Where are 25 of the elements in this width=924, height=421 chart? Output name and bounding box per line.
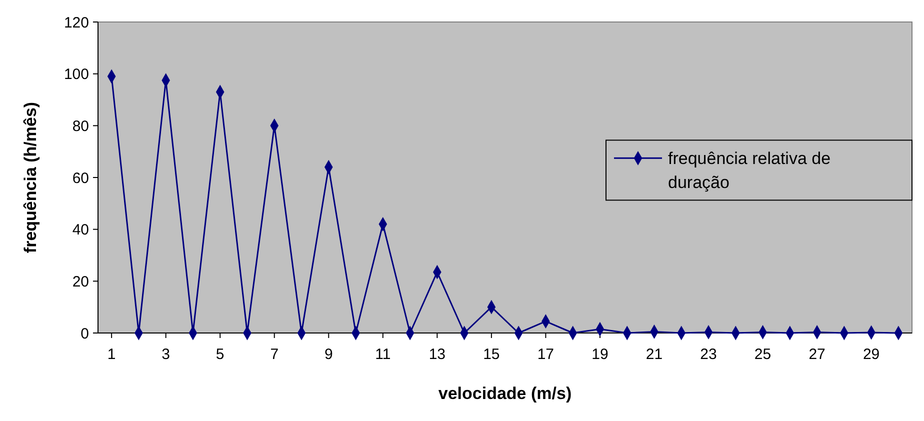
y-tick-label: 20 — [72, 273, 89, 290]
y-tick-label: 40 — [72, 222, 89, 239]
x-tick-label: 3 — [162, 346, 170, 363]
x-tick-label: 11 — [375, 346, 391, 363]
y-tick-label: 60 — [72, 170, 89, 187]
x-axis-title: velocidade (m/s) — [438, 384, 572, 403]
x-tick-label: 13 — [428, 346, 446, 363]
x-tick-label: 9 — [324, 346, 333, 363]
y-tick-label: 80 — [72, 118, 89, 135]
x-tick-label: 15 — [483, 346, 500, 363]
x-tick-label: 23 — [700, 346, 717, 363]
x-tick-label: 19 — [592, 346, 608, 363]
x-tick-label: 1 — [107, 346, 116, 363]
y-axis-title: frequência (h/mês) — [21, 102, 40, 254]
x-tick-label: 29 — [862, 346, 880, 363]
legend-label: frequência relativa de duração — [668, 149, 831, 192]
y-tick-label: 100 — [64, 66, 89, 84]
x-tick-label: 5 — [216, 346, 224, 363]
y-tick-label: 120 — [64, 14, 89, 32]
x-tick-label: 21 — [646, 346, 663, 363]
y-tick-label: 0 — [80, 325, 89, 342]
x-tick-label: 25 — [754, 346, 772, 363]
x-tick-label: 7 — [270, 346, 279, 363]
x-tick-label: 27 — [808, 346, 826, 363]
x-tick-label: 17 — [537, 346, 554, 363]
